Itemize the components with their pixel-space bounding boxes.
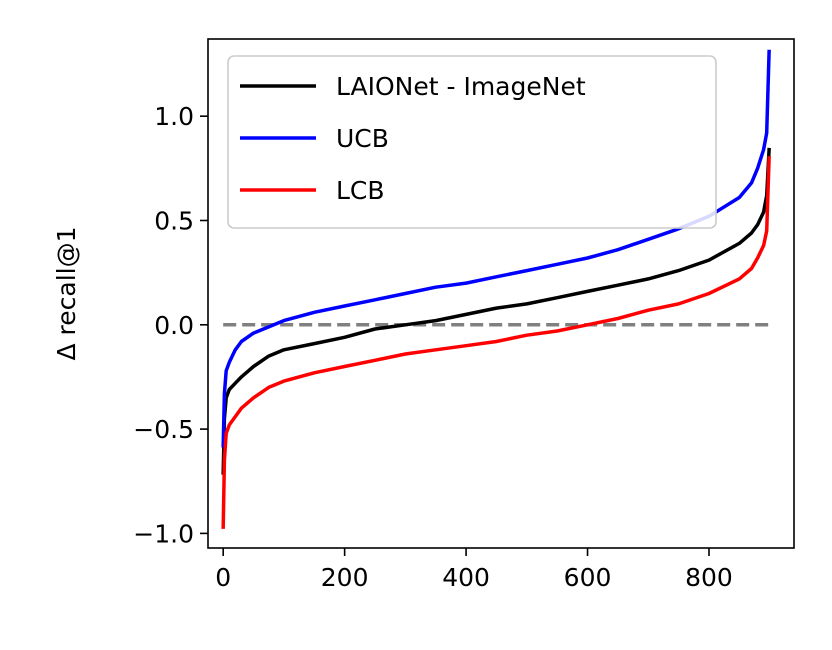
- y-tick-label: 0.5: [154, 206, 194, 235]
- y-tick-label: −1.0: [133, 519, 194, 548]
- series-layer: [221, 49, 771, 529]
- x-tick-label: 200: [321, 563, 369, 592]
- x-tick-label: 400: [442, 563, 490, 592]
- series-line-1: [221, 49, 771, 448]
- y-tick-label: 1.0: [154, 102, 194, 131]
- plot-frame: [207, 38, 795, 549]
- series-line-2: [221, 156, 771, 529]
- y-tick-label: −0.5: [133, 415, 194, 444]
- legend-label-0: LAIONet - ImageNet: [336, 72, 586, 101]
- ticks-layer: 0 200 400 600 800 −1.0 −0.5 0.0 0.5 1.0: [133, 102, 733, 592]
- legend-box: [227, 55, 717, 229]
- legend-label-2: LCB: [336, 176, 385, 205]
- x-tick-label: 800: [685, 563, 733, 592]
- series-line-0: [221, 147, 771, 475]
- x-tick-label: 600: [564, 563, 612, 592]
- y-axis-label: Δ recall@1: [52, 226, 81, 360]
- legend: LAIONet - ImageNet UCB LCB: [227, 55, 717, 229]
- legend-label-1: UCB: [336, 124, 389, 153]
- y-tick-label: 0.0: [154, 311, 194, 340]
- x-tick-label: 0: [215, 563, 231, 592]
